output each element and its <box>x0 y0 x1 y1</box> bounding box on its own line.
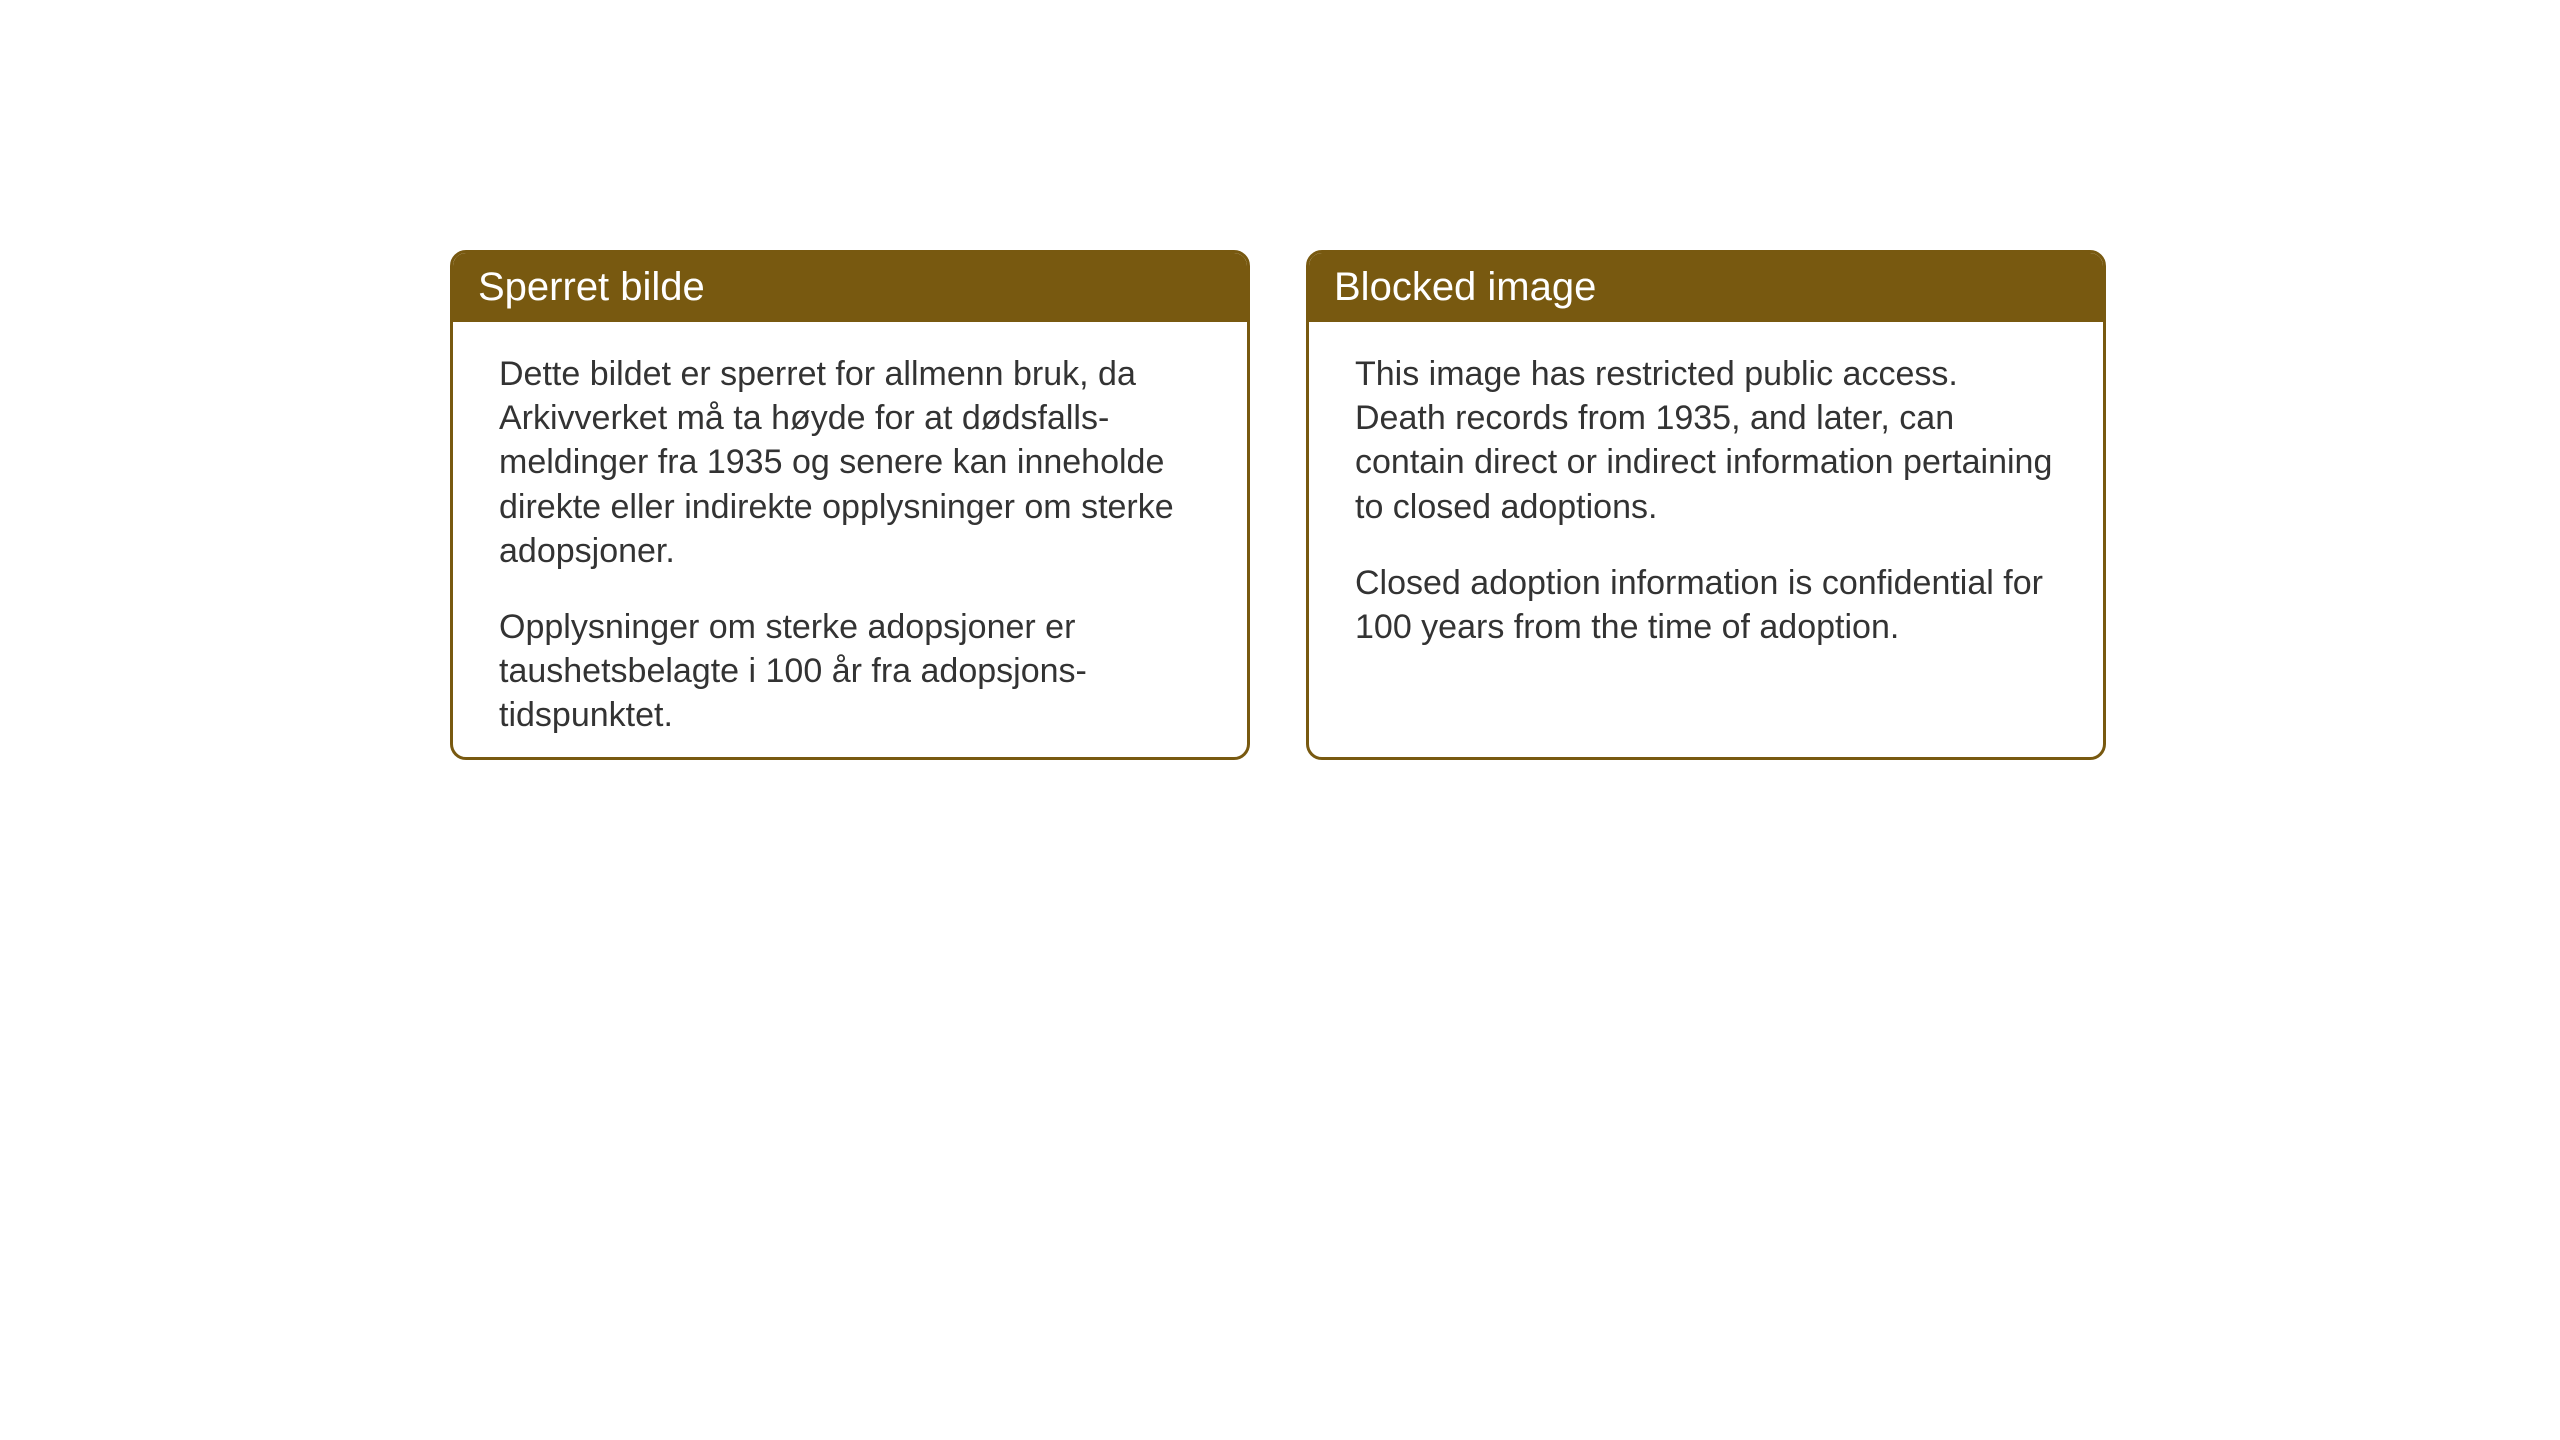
english-paragraph-2: Closed adoption information is confident… <box>1355 561 2057 649</box>
english-paragraph-1: This image has restricted public access.… <box>1355 352 2057 529</box>
norwegian-paragraph-1: Dette bildet er sperret for allmenn bruk… <box>499 352 1201 573</box>
norwegian-card-title: Sperret bilde <box>478 265 705 309</box>
english-card: Blocked image This image has restricted … <box>1306 250 2106 760</box>
english-card-header: Blocked image <box>1309 253 2103 322</box>
english-card-title: Blocked image <box>1334 265 1596 309</box>
norwegian-card-body: Dette bildet er sperret for allmenn bruk… <box>453 322 1247 760</box>
norwegian-card: Sperret bilde Dette bildet er sperret fo… <box>450 250 1250 760</box>
norwegian-paragraph-2: Opplysninger om sterke adopsjoner er tau… <box>499 605 1201 738</box>
norwegian-card-header: Sperret bilde <box>453 253 1247 322</box>
english-card-body: This image has restricted public access.… <box>1309 322 2103 679</box>
info-cards-container: Sperret bilde Dette bildet er sperret fo… <box>450 250 2560 760</box>
